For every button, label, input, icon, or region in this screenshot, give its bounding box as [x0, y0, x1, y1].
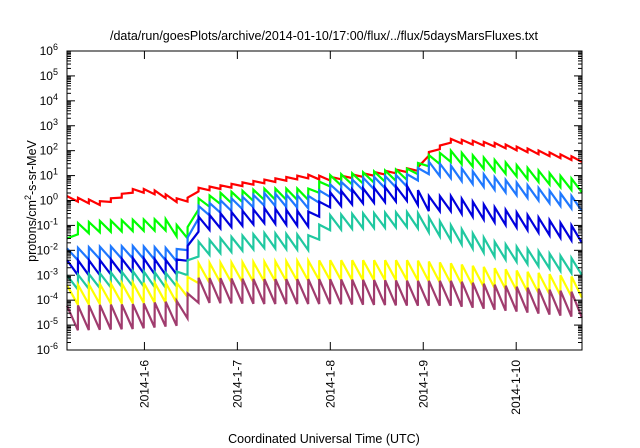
- y-tick-label: 10-2: [37, 241, 58, 257]
- series-layer: [65, 137, 583, 331]
- y-axis-label: protons/cm2-s-sr-MeV: [23, 139, 39, 261]
- y-tick-label: 10-3: [37, 266, 58, 282]
- y-tick-label: 104: [40, 92, 58, 108]
- y-tick-label: 10-6: [37, 341, 58, 357]
- series-line-6: [66, 256, 583, 309]
- y-tick-label: 106: [40, 42, 58, 58]
- x-tick-label: 2014-1-6: [137, 360, 151, 408]
- y-tick-label: 105: [40, 67, 58, 83]
- x-tick-label: 2014-1-9: [416, 360, 430, 408]
- x-tick-label: 2014-1-10: [509, 360, 523, 415]
- series-line-4: [66, 181, 583, 279]
- series-line-2: [66, 147, 583, 242]
- y-tick-label: 101: [40, 167, 58, 183]
- series-line-3: [66, 158, 583, 265]
- axis-layer: 106 105 104 103 102 101 100 10-1 10-2 10-3 10-4 10-…: [37, 42, 582, 415]
- y-tick-label: 10-5: [37, 316, 58, 332]
- x-tick-label: 2014-1-8: [323, 360, 337, 408]
- y-tick-label: 10-1: [37, 216, 58, 232]
- y-tick-label: 100: [40, 192, 58, 208]
- series-line-7: [65, 277, 583, 331]
- y-tick-label: 10-4: [37, 291, 58, 307]
- chart-title: /data/run/goesPlots/archive/2014-01-10/1…: [110, 29, 539, 43]
- y-tick-label: 103: [40, 117, 58, 133]
- y-tick-label: 102: [40, 142, 58, 158]
- x-tick-label: 2014-1-7: [230, 360, 244, 408]
- series-line-5: [66, 208, 583, 293]
- series-line-1: [66, 137, 583, 207]
- x-axis-label: Coordinated Universal Time (UTC): [228, 432, 420, 446]
